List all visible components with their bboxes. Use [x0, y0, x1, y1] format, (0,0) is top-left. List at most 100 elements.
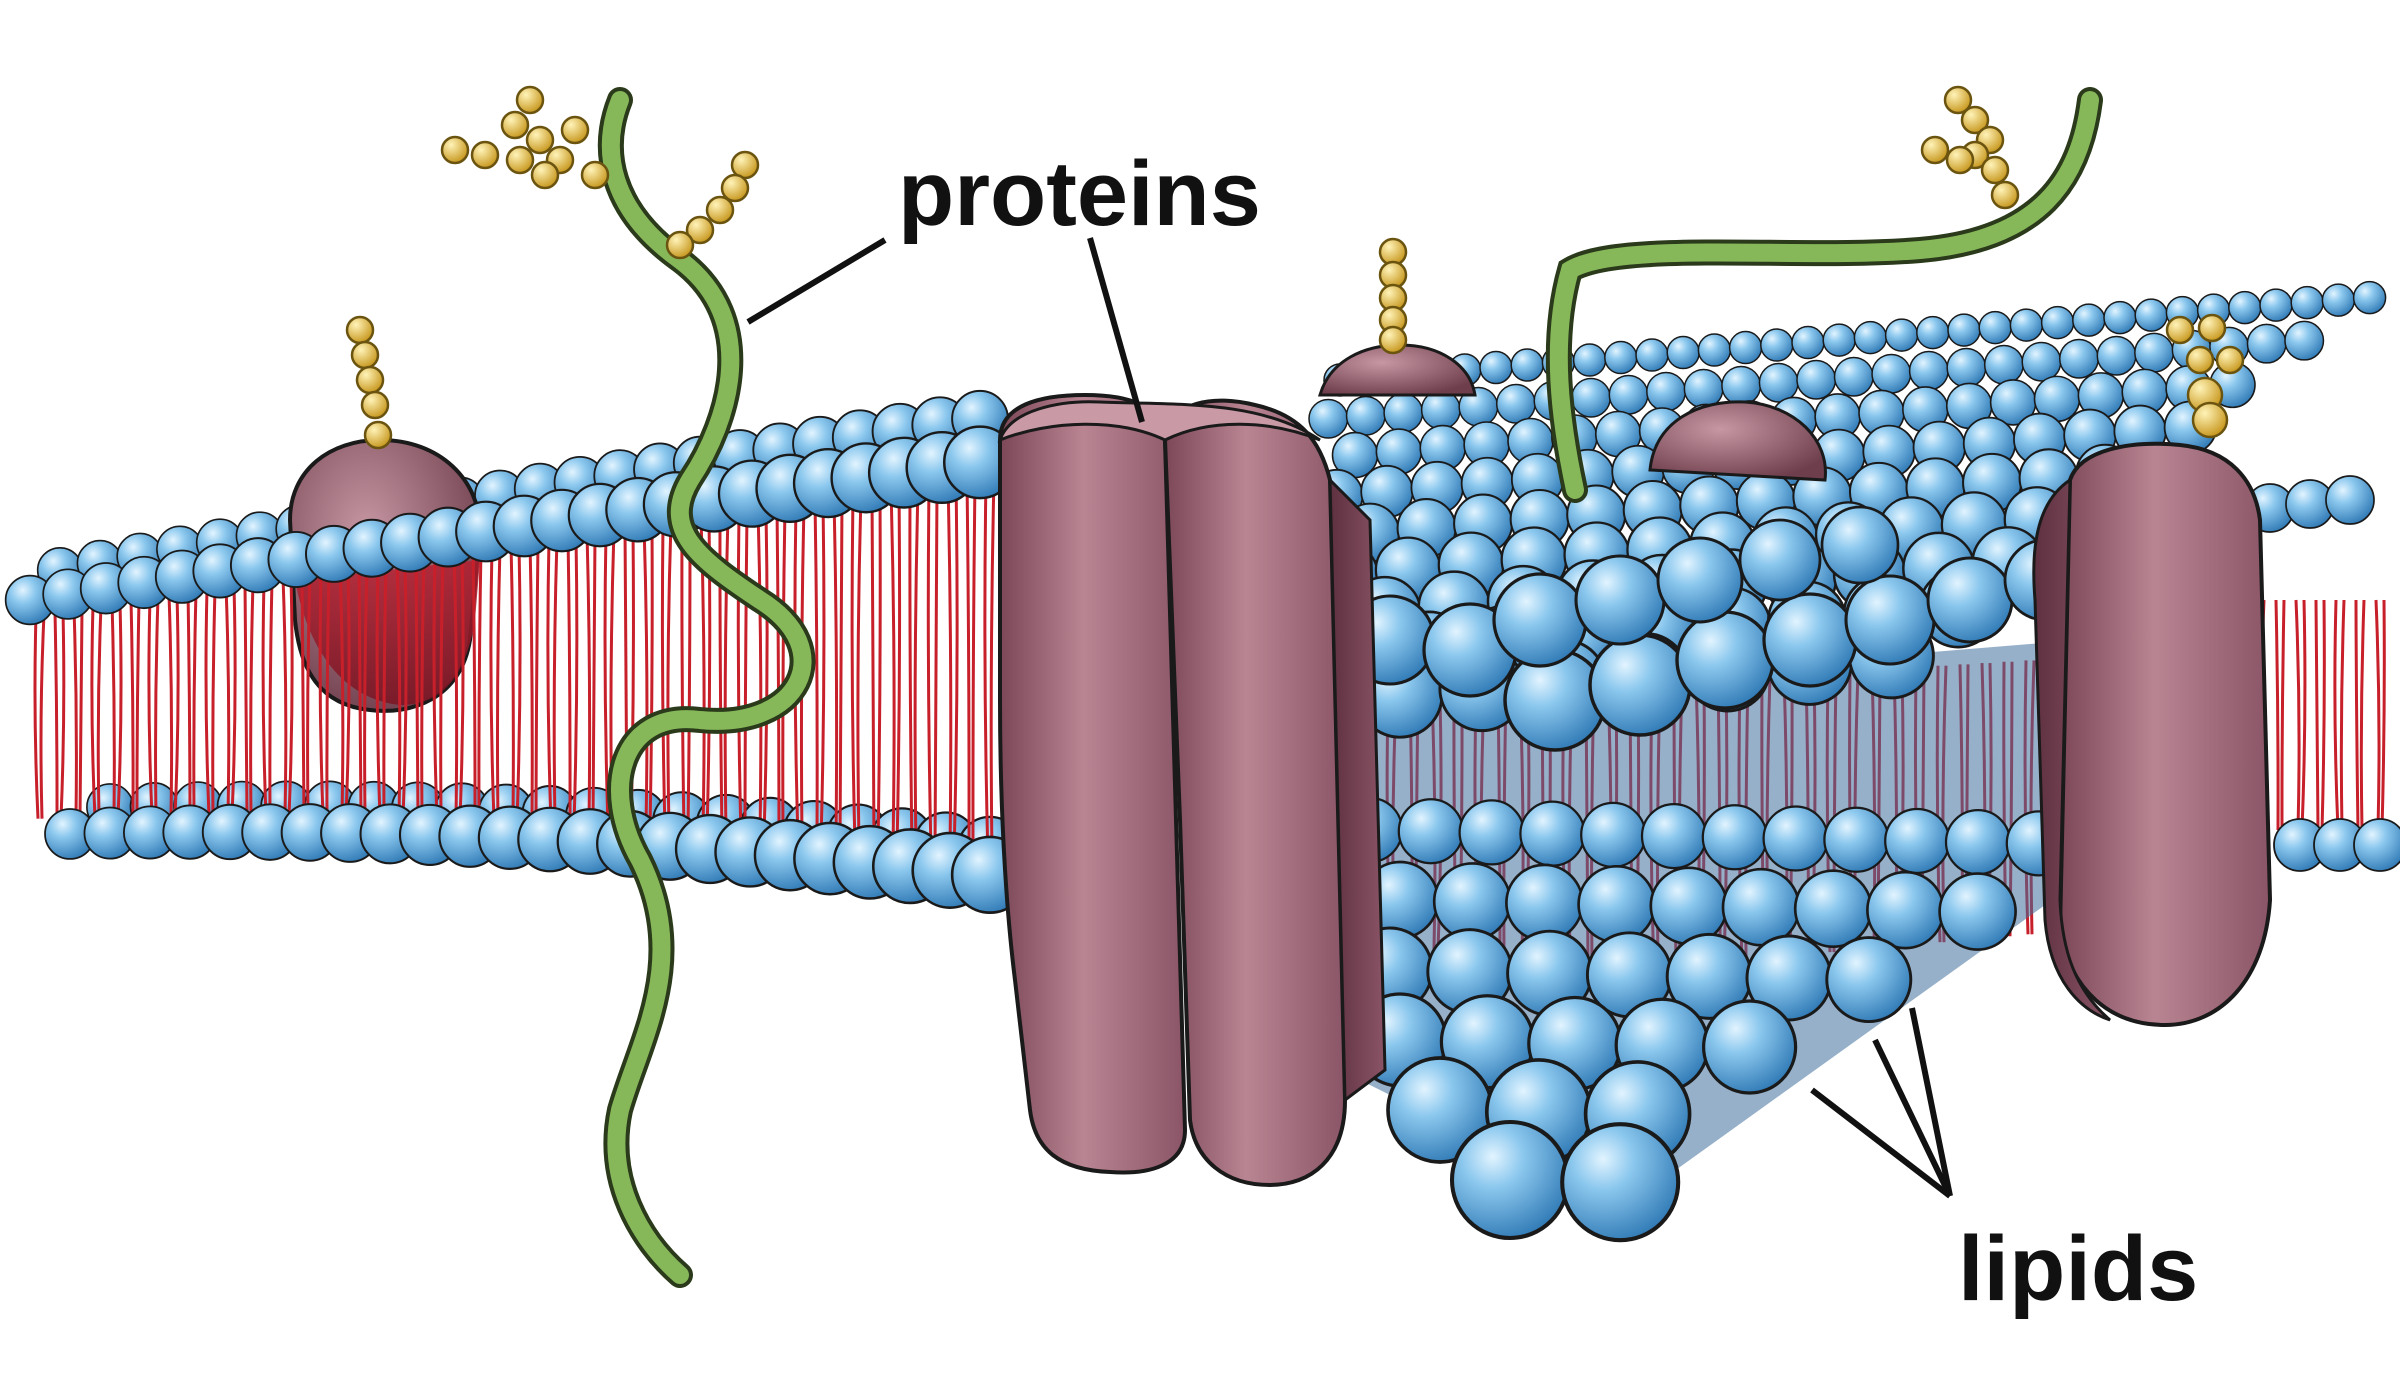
lipid-tail	[78, 608, 84, 818]
lipid-tail	[489, 546, 496, 822]
lipid-head	[1738, 518, 1822, 602]
lipid-tail	[477, 548, 483, 821]
lipid-tail	[243, 582, 249, 817]
lipid-head	[1796, 359, 1837, 400]
lipid-tail	[495, 546, 502, 822]
lipid-tail	[876, 492, 882, 847]
lipid-tail	[281, 576, 288, 817]
lipid-tail	[72, 608, 78, 818]
lipid-tail	[572, 535, 579, 825]
lipid-tail	[59, 611, 66, 819]
lipid-head	[1510, 348, 1544, 382]
lipid-head	[2321, 283, 2356, 317]
lipid-tail	[129, 599, 135, 817]
lipid-tail	[39, 614, 46, 819]
lipid-tail	[96, 605, 103, 818]
lipid-tail	[813, 500, 819, 842]
sugar-bead	[1980, 155, 2010, 185]
lipid-tail	[363, 565, 369, 818]
lipid-tail	[458, 551, 465, 820]
lipid-head	[1762, 805, 1829, 872]
lipid-tail	[743, 510, 749, 836]
glycoprotein-strand-right	[1549, 91, 2099, 499]
lipid-tail	[723, 513, 730, 835]
lipid-tail	[946, 482, 953, 855]
lipid-tail	[926, 484, 933, 853]
lipid-tails-front	[33, 476, 2386, 859]
lipid-head	[1675, 610, 1775, 710]
sugar-bead	[350, 340, 380, 370]
lipid-head	[2246, 323, 2287, 364]
lipid-head	[1571, 377, 1612, 418]
lipids-leader-line-1	[1810, 1087, 1952, 1199]
lipid-head	[1825, 936, 1913, 1024]
glycoproteins	[345, 85, 2245, 1288]
lipid-tail	[775, 505, 781, 839]
lipid-head	[2072, 303, 2106, 337]
lipid-tail	[566, 535, 572, 825]
lipid-tail	[895, 489, 902, 849]
lipid-tail	[585, 532, 592, 826]
lipid-tail	[965, 479, 971, 857]
lipid-tail	[471, 548, 477, 821]
sugar-bead	[1945, 145, 1975, 175]
lipid-head	[2021, 341, 2062, 382]
channel-protein-right-lobe	[1162, 398, 1348, 1188]
lipid-tail	[357, 565, 363, 818]
lipid-head	[1833, 356, 1874, 397]
lipid-tail	[300, 574, 306, 817]
lipid-tail	[870, 492, 876, 847]
lipid-head	[1635, 338, 1669, 372]
proteins-leader-line-2	[1087, 237, 1145, 423]
glycoprotein-strand-left	[601, 91, 812, 1284]
proteins-front	[997, 392, 2273, 1188]
lipid-tail	[552, 537, 559, 824]
lipid-head	[1983, 344, 2024, 385]
lipid-tail	[850, 495, 857, 846]
sugar-bead	[2165, 315, 2195, 345]
lipid-tail	[528, 540, 534, 823]
lipid-tail	[2354, 599, 2360, 831]
lipid-head	[1492, 572, 1588, 668]
sugar-bead	[580, 160, 610, 190]
lipid-head	[2134, 298, 2168, 332]
lipid-tail	[838, 497, 844, 844]
lipid-tail	[167, 594, 174, 817]
transmembrane-protein-right-side	[2032, 477, 2111, 1022]
lipid-tail	[913, 487, 920, 851]
lipid-tail	[591, 532, 597, 826]
lipid-head	[2259, 288, 2293, 322]
lipid-tail	[147, 596, 154, 817]
lipid-tail	[2374, 599, 2381, 831]
lipid-tail	[186, 591, 192, 817]
lipid-head	[2103, 300, 2137, 335]
lipid-head	[1758, 362, 1799, 403]
lipid-tail	[2333, 599, 2340, 831]
lipid-head	[1656, 536, 1744, 624]
lipid-head	[1844, 574, 1936, 666]
lipid-head	[1793, 869, 1873, 948]
sugar-bead	[345, 315, 375, 345]
lipid-tail	[414, 557, 420, 819]
lower-leaflet-front	[44, 796, 2400, 1243]
lipid-tail	[933, 484, 939, 853]
lipid-tail	[680, 518, 686, 832]
sugar-bead	[515, 85, 545, 115]
lipid-head	[1947, 313, 1981, 347]
lipid-head	[1762, 592, 1858, 688]
lipid-tail	[33, 614, 40, 819]
lipid-head	[1944, 809, 2012, 876]
lipid-tail	[2314, 599, 2320, 831]
lipid-tail	[375, 562, 382, 818]
lipid-tail	[439, 554, 445, 820]
lipid-head	[1495, 383, 1536, 424]
channel-protein-side	[1328, 476, 1387, 1103]
lipid-head	[1884, 318, 1919, 352]
lipid-tail	[983, 476, 990, 859]
lipid-head	[2040, 305, 2075, 340]
lipid-head	[2009, 308, 2044, 342]
lipid-head	[2096, 335, 2137, 376]
lipid-tail	[660, 521, 667, 831]
lipid-tail	[819, 500, 826, 842]
